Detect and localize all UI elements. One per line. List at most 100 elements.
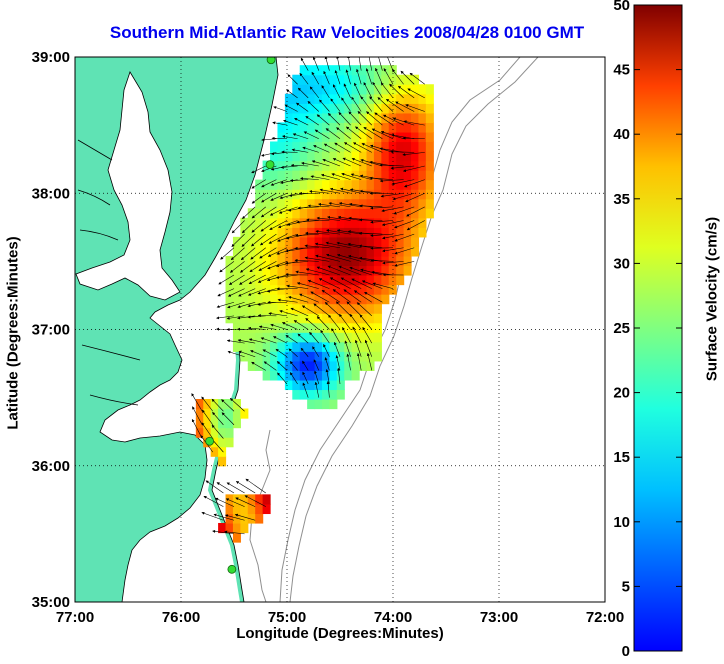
speed-cell	[300, 65, 308, 75]
speed-cell	[270, 180, 278, 190]
speed-cell	[329, 122, 337, 132]
speed-cell	[381, 103, 389, 113]
speed-cell	[359, 132, 367, 142]
speed-cell	[367, 218, 375, 228]
speed-cell	[381, 151, 389, 161]
speed-cell	[285, 370, 293, 380]
speed-cell	[352, 208, 360, 218]
speed-cell	[344, 218, 352, 228]
speed-cell	[233, 323, 241, 333]
speed-cell	[292, 332, 300, 342]
speed-cell	[307, 84, 315, 94]
plot-title: Southern Mid-Atlantic Raw Velocities 200…	[62, 23, 632, 43]
speed-cell	[329, 370, 337, 380]
speed-cell	[411, 113, 419, 123]
speed-cell	[404, 256, 412, 266]
speed-cell	[381, 189, 389, 199]
y-tick-label: 38:00	[32, 185, 70, 202]
speed-cell	[329, 189, 337, 199]
speed-cell	[322, 65, 330, 75]
speed-cell	[337, 84, 345, 94]
speed-cell	[233, 285, 241, 295]
speed-cell	[307, 180, 315, 190]
speed-cell	[352, 361, 360, 371]
speed-cell	[263, 304, 271, 314]
speed-cell	[270, 370, 278, 380]
colorbar-tick-label: 30	[613, 255, 630, 272]
speed-cell	[404, 265, 412, 275]
speed-cell	[270, 351, 278, 361]
speed-cell	[411, 246, 419, 256]
speed-cell	[307, 342, 315, 352]
speed-cell	[292, 265, 300, 275]
speed-cell	[329, 332, 337, 342]
speed-cell	[411, 132, 419, 142]
speed-cell	[270, 265, 278, 275]
speed-cell	[381, 94, 389, 104]
speed-cell	[285, 189, 293, 199]
speed-cell	[337, 332, 345, 342]
speed-cell	[270, 323, 278, 333]
speed-cell	[277, 141, 285, 151]
speed-cell	[270, 304, 278, 314]
speed-cell	[240, 227, 248, 237]
speed-cell	[329, 399, 337, 409]
colorbar-tick-label: 25	[613, 320, 630, 337]
speed-cell	[359, 113, 367, 123]
speed-cell	[389, 265, 397, 275]
speed-cell	[322, 180, 330, 190]
speed-cell	[389, 94, 397, 104]
speed-cell	[359, 199, 367, 209]
speed-cell	[322, 199, 330, 209]
speed-cell	[344, 180, 352, 190]
speed-cell	[411, 75, 419, 85]
speed-cell	[255, 304, 263, 314]
speed-cell	[300, 351, 308, 361]
speed-cell	[255, 294, 263, 304]
speed-cell	[248, 304, 256, 314]
speed-cell	[344, 351, 352, 361]
speed-cell	[285, 122, 293, 132]
speed-cell	[404, 237, 412, 247]
speed-cell	[307, 218, 315, 228]
speed-cell	[396, 208, 404, 218]
colorbar	[634, 5, 682, 651]
speed-cell	[277, 294, 285, 304]
speed-cell	[396, 94, 404, 104]
x-tick-label: 75:00	[268, 609, 306, 626]
speed-cell	[285, 141, 293, 151]
speed-cell	[277, 161, 285, 171]
speed-cell	[270, 332, 278, 342]
speed-cell	[367, 227, 375, 237]
speed-cell	[396, 170, 404, 180]
speed-cell	[277, 199, 285, 209]
speed-cell	[315, 285, 323, 295]
speed-cell	[396, 265, 404, 275]
speed-cell	[359, 170, 367, 180]
speed-cell	[322, 132, 330, 142]
speed-cell	[381, 275, 389, 285]
speed-cell	[226, 437, 234, 447]
speed-cell	[233, 523, 241, 533]
speed-cell	[329, 84, 337, 94]
speed-cell	[292, 361, 300, 371]
speed-cell	[374, 332, 382, 342]
speed-cell	[307, 361, 315, 371]
speed-cell	[292, 285, 300, 295]
speed-cell	[337, 170, 345, 180]
speed-cell	[233, 332, 241, 342]
speed-cell	[285, 342, 293, 352]
speed-cell	[218, 437, 226, 447]
speed-cell	[315, 275, 323, 285]
speed-cell	[248, 313, 256, 323]
speed-cell	[300, 94, 308, 104]
speed-cell	[226, 513, 234, 523]
x-axis-label: Longitude (Degrees:Minutes)	[75, 625, 605, 642]
speed-cell	[322, 103, 330, 113]
speed-cell	[344, 151, 352, 161]
speed-cell	[270, 285, 278, 295]
speed-cell	[196, 418, 204, 428]
speed-cell	[381, 122, 389, 132]
speed-cell	[211, 399, 219, 409]
